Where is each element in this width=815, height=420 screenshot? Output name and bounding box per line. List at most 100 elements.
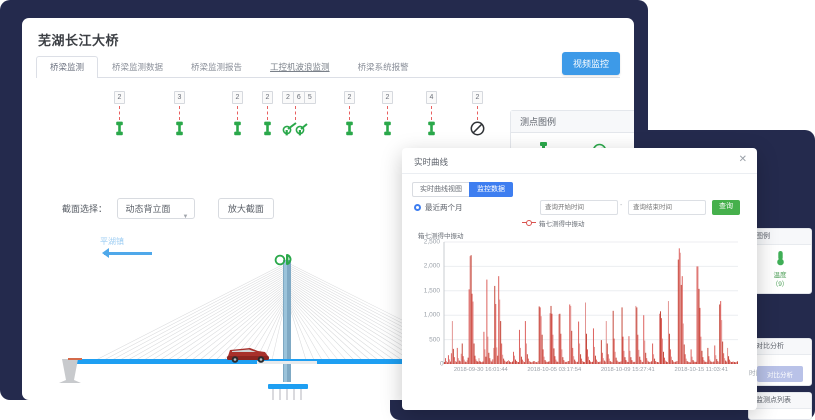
sensor-count-badge[interactable]: 2 <box>113 91 126 104</box>
bar <box>567 361 569 364</box>
bar <box>594 355 596 364</box>
bar <box>535 362 537 364</box>
bar <box>646 358 648 364</box>
badge-leader-line <box>386 106 388 120</box>
y-tick-label: 2,000 <box>423 262 440 270</box>
sensor-column[interactable]: 2 <box>464 86 490 141</box>
bar <box>522 361 524 364</box>
compare-analysis-button[interactable]: 对比分析 <box>757 366 803 382</box>
bar <box>716 359 718 364</box>
sensor-device[interactable] <box>336 121 362 141</box>
bar <box>736 361 737 364</box>
bar <box>683 344 685 364</box>
bar <box>482 361 484 364</box>
end-date-input[interactable] <box>628 200 706 215</box>
sensor-count-badge[interactable]: 4 <box>425 91 438 104</box>
sensor-column[interactable]: 2 <box>374 86 400 141</box>
query-button[interactable]: 查询 <box>712 200 740 215</box>
badge-row: 2 <box>336 86 362 104</box>
badge-leader-line <box>236 106 238 120</box>
sensor-count-badge[interactable]: 2 <box>381 91 394 104</box>
bar-series <box>444 248 738 364</box>
sensor-count-badge[interactable]: 2 <box>471 91 484 104</box>
bar <box>572 347 574 364</box>
bar <box>684 354 686 364</box>
sensor-icon <box>383 121 391 136</box>
bar <box>548 361 550 364</box>
sensor-column[interactable]: 2 <box>254 86 280 141</box>
sensor-device[interactable] <box>224 121 250 141</box>
tab-2[interactable]: 桥梁监测报告 <box>191 62 243 72</box>
sensor-device[interactable] <box>254 121 280 141</box>
sensor-count-badge[interactable]: 2 <box>261 91 274 104</box>
bar <box>506 361 508 364</box>
tab-0[interactable]: 桥梁监测 <box>36 56 99 78</box>
bar <box>574 359 576 364</box>
tab-4[interactable]: 桥梁系统报警 <box>357 62 409 72</box>
bar <box>479 361 481 364</box>
sensor-column[interactable]: 4 <box>418 86 444 141</box>
bar <box>448 359 450 364</box>
badge-row: 2 <box>464 86 490 104</box>
sensor-device[interactable] <box>374 121 400 141</box>
bar <box>541 334 543 364</box>
bar <box>509 361 511 364</box>
bar <box>570 305 572 364</box>
sensor-column[interactable]: 3 <box>166 86 192 141</box>
bar <box>621 307 623 364</box>
x-tick-label: 2018-10-15 11:03:41 <box>674 367 728 373</box>
bar <box>723 353 725 364</box>
chart-legend[interactable]: 箱七测得中振动 <box>522 218 585 228</box>
cable-fan-left <box>95 263 285 361</box>
y-tick-label: 1,500 <box>423 287 440 295</box>
sensor-device[interactable] <box>166 121 192 141</box>
bar <box>470 255 472 364</box>
dialog-tab-0[interactable]: 实时曲线视图 <box>412 182 470 197</box>
anemometer-icon[interactable] <box>274 254 292 266</box>
bar <box>664 360 666 364</box>
tab-1[interactable]: 桥梁监测数据 <box>112 62 164 72</box>
sensor-column[interactable]: 2 <box>106 86 132 141</box>
bar <box>688 362 690 364</box>
zoom-section-button[interactable]: 放大截面 <box>217 198 274 219</box>
bar <box>704 361 706 364</box>
bar <box>730 361 732 364</box>
bar <box>540 316 542 364</box>
start-date-input[interactable] <box>540 200 618 215</box>
sensor-device[interactable] <box>418 121 444 141</box>
bar <box>654 358 656 364</box>
bar <box>665 361 667 364</box>
close-icon[interactable]: ✕ <box>738 154 747 165</box>
section-select[interactable]: 动态背立面 ▼ <box>117 198 196 220</box>
sensor-count-badge[interactable]: 2 <box>343 91 356 104</box>
sensor-device[interactable] <box>106 121 132 141</box>
sensor-count-badge[interactable]: 3 <box>173 91 186 104</box>
bar <box>491 361 493 364</box>
section-selector-row: 截面选择： 动态背立面 ▼ 放大截面 <box>62 198 274 220</box>
dialog-tab-1[interactable]: 监控数据 <box>469 182 513 197</box>
recent-two-months-radio[interactable]: 最近两个月 <box>414 202 463 213</box>
sensor-count-badge[interactable]: 5 <box>303 91 316 104</box>
bar <box>634 361 636 364</box>
bar <box>660 311 661 364</box>
bar <box>592 328 594 364</box>
tab-3[interactable]: 工控机波浪监测 <box>270 62 330 72</box>
sensor-column[interactable]: 2 <box>336 86 362 141</box>
bar <box>718 361 720 364</box>
bar <box>588 356 589 364</box>
bar <box>732 361 733 364</box>
chart-title: 箱七测得中振动 <box>418 233 464 240</box>
sensor-column[interactable]: 2 <box>224 86 250 141</box>
video-monitor-button[interactable]: 视频监控 <box>561 52 620 75</box>
bar <box>505 361 507 364</box>
badge-row: 2 <box>374 86 400 104</box>
bar <box>543 356 545 364</box>
badge-leader-line <box>118 106 120 120</box>
sensor-icon <box>427 121 435 136</box>
sensor-device[interactable] <box>282 121 308 141</box>
sensor-device[interactable] <box>464 121 490 141</box>
badge-leader-line <box>178 106 180 120</box>
sensor-count-badge[interactable]: 2 <box>231 91 244 104</box>
